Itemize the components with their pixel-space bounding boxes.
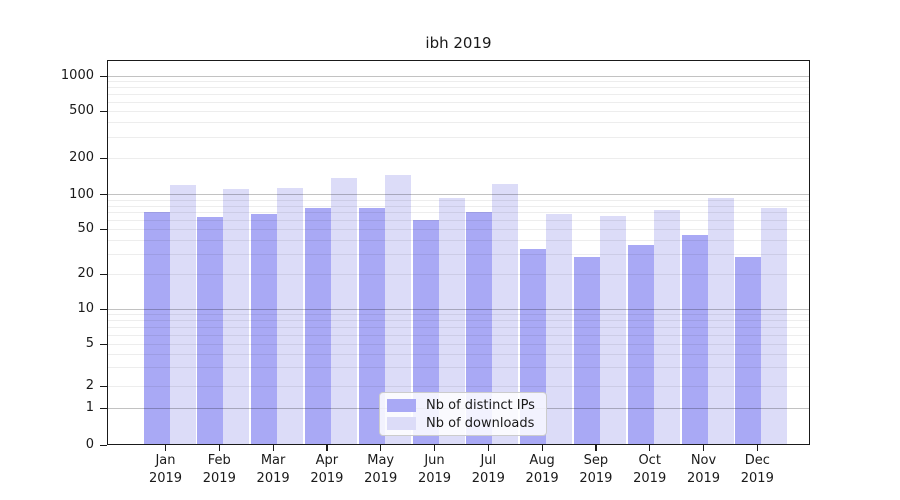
minor-gridline [108, 254, 809, 256]
x-tick-mark [326, 445, 328, 451]
y-tick-mark [100, 385, 107, 387]
major-gridline [108, 194, 809, 195]
minor-gridline [108, 205, 809, 207]
bar-feb-downloads [223, 189, 250, 444]
x-tick-label: May 2019 [364, 453, 398, 486]
minor-gridline [108, 81, 809, 83]
x-tick-mark [434, 445, 436, 451]
x-tick-mark [595, 445, 597, 451]
minor-gridline [108, 94, 809, 95]
minor-gridline [108, 334, 809, 336]
minor-gridline [108, 158, 809, 159]
x-tick-label: Aug 2019 [525, 453, 559, 486]
x-tick-label: Mar 2019 [256, 453, 290, 486]
x-tick-label: Nov 2019 [686, 453, 721, 486]
minor-gridline [108, 137, 809, 139]
minor-gridline [108, 314, 809, 316]
y-tick-label: 100 [69, 186, 94, 202]
y-tick-mark [100, 110, 107, 112]
minor-gridline [108, 111, 809, 112]
legend-label-downloads: Nb of downloads [426, 416, 535, 431]
legend-swatch-distinct-ips [387, 399, 416, 412]
x-tick-mark [165, 445, 167, 451]
y-tick-label: 500 [69, 103, 94, 118]
minor-gridline [108, 274, 809, 275]
minor-gridline [108, 199, 809, 201]
bar-sep-downloads [599, 215, 626, 444]
bar-aug-downloads [546, 213, 573, 444]
y-tick-label: 0 [85, 437, 94, 452]
minor-gridline [108, 386, 809, 387]
y-tick-label: 2 [85, 378, 94, 393]
y-tick-label: 1000 [60, 68, 94, 83]
legend-row-downloads: Nb of downloads [387, 416, 538, 431]
y-tick-label: 10 [77, 301, 94, 316]
bar-apr-distinct-ips [304, 208, 331, 444]
x-tick-label: Jun 2019 [417, 453, 452, 486]
minor-gridline [108, 101, 809, 103]
y-tick-mark [100, 273, 107, 275]
x-tick-mark [541, 445, 543, 451]
bar-feb-distinct-ips [197, 217, 224, 444]
minor-gridline [108, 327, 809, 328]
x-tick-label: Feb 2019 [202, 453, 236, 486]
y-tick-mark [100, 444, 107, 446]
x-tick-mark [272, 445, 274, 451]
x-tick-label: Oct 2019 [633, 453, 667, 486]
legend-label-distinct-ips: Nb of distinct IPs [426, 398, 535, 413]
bar-oct-downloads [653, 210, 680, 444]
x-tick-mark [703, 445, 705, 451]
y-tick-label: 200 [69, 150, 94, 165]
bar-mar-downloads [277, 188, 304, 444]
bar-sep-distinct-ips [573, 257, 600, 444]
bar-nov-downloads [707, 198, 734, 444]
minor-gridline [108, 344, 809, 345]
bar-jan-distinct-ips [143, 212, 170, 444]
minor-gridline [108, 229, 809, 230]
minor-gridline [108, 367, 809, 369]
y-tick-label: 20 [77, 266, 94, 281]
x-tick-label: Jan 2019 [148, 453, 183, 486]
minor-gridline [108, 219, 809, 221]
y-tick-mark [100, 228, 107, 230]
y-tick-mark [100, 343, 107, 345]
minor-gridline [108, 122, 809, 124]
y-tick-mark [100, 308, 107, 310]
bar-nov-distinct-ips [681, 235, 708, 444]
minor-gridline [108, 239, 809, 241]
y-tick-mark [100, 407, 107, 409]
minor-gridline [108, 212, 809, 214]
legend: Nb of distinct IPs Nb of downloads [379, 392, 547, 436]
x-tick-mark [649, 445, 651, 451]
y-tick-mark [100, 194, 107, 196]
bar-dec-distinct-ips [735, 257, 762, 444]
bar-jan-downloads [169, 184, 196, 444]
x-tick-label: Dec 2019 [740, 453, 774, 486]
bar-mar-distinct-ips [251, 214, 278, 444]
minor-gridline [108, 320, 809, 322]
minor-gridline [108, 354, 809, 356]
bar-oct-distinct-ips [627, 245, 654, 444]
bar-dec-downloads [761, 208, 788, 444]
x-tick-label: Sep 2019 [579, 453, 613, 486]
x-tick-mark [380, 445, 382, 451]
major-gridline [108, 75, 809, 77]
x-tick-label: Apr 2019 [310, 453, 344, 486]
x-tick-mark [756, 445, 758, 451]
y-tick-label: 5 [85, 336, 94, 351]
y-tick-label: 50 [77, 221, 94, 236]
bar-apr-downloads [330, 177, 357, 444]
minor-gridline [108, 87, 809, 89]
y-tick-label: 1 [85, 400, 94, 415]
chart-title: ibh 2019 [425, 34, 492, 52]
x-tick-mark [487, 445, 489, 451]
major-gridline [108, 308, 809, 310]
x-tick-mark [218, 445, 220, 451]
x-tick-label: Jul 2019 [471, 453, 505, 486]
y-tick-mark [100, 157, 107, 159]
y-tick-mark [100, 75, 107, 77]
legend-swatch-downloads [387, 417, 416, 430]
legend-row-distinct-ips: Nb of distinct IPs [387, 398, 538, 413]
